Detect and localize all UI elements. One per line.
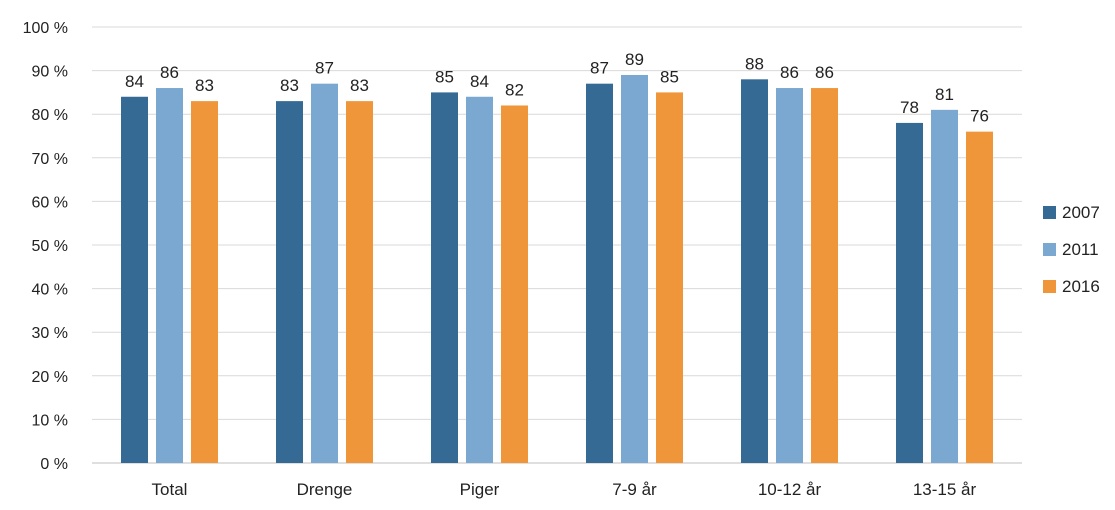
y-tick-label: 10 %: [32, 412, 68, 429]
bar-2016: [346, 101, 373, 464]
bar-2011: [311, 83, 338, 464]
data-label: 89: [625, 50, 644, 69]
data-label: 85: [660, 67, 679, 86]
x-axis-categories: Total Drenge Piger 7-9 år 10-12 år 13-15 år: [152, 480, 977, 499]
data-label: 83: [280, 76, 299, 95]
y-tick-label: 60 %: [32, 194, 68, 211]
data-label: 78: [900, 98, 919, 117]
y-tick-label: 30 %: [32, 325, 68, 342]
y-tick-label: 20 %: [32, 369, 68, 386]
y-tick-label: 50 %: [32, 238, 68, 255]
data-label: 83: [350, 76, 369, 95]
y-tick-label: 40 %: [32, 282, 68, 299]
data-label: 84: [125, 72, 144, 91]
bar-2007: [121, 96, 148, 463]
bar-2011: [156, 88, 183, 463]
legend-swatch-2016: [1043, 280, 1056, 293]
data-label: 81: [935, 85, 954, 104]
data-labels: 84 86 83 83 87 83 85 84 82 87 89 85 88 86 86 78 81 76: [125, 50, 989, 126]
data-label: 85: [435, 67, 454, 86]
legend-swatch-2007: [1043, 206, 1056, 219]
y-axis-ticks: 0 % 10 % 20 % 30 % 40 % 50 % 60 % 70 % 80 % 90 % 1…: [23, 20, 68, 473]
y-tick-label: 90 %: [32, 64, 68, 81]
data-label: 83: [195, 76, 214, 95]
gridlines: [92, 26, 1022, 464]
y-tick-label: 70 %: [32, 151, 68, 168]
bars: [121, 74, 993, 464]
bar-2016: [501, 105, 528, 463]
bar-2016: [966, 131, 993, 463]
x-category-label: Piger: [460, 480, 500, 499]
data-label: 86: [780, 63, 799, 82]
legend: 2007 2011 2016: [1043, 203, 1100, 296]
bar-2011: [931, 109, 958, 463]
legend-label: 2016: [1062, 277, 1100, 296]
bar-2007: [276, 101, 303, 464]
data-label: 76: [970, 107, 989, 126]
x-category-label: Drenge: [297, 480, 353, 499]
data-label: 88: [745, 54, 764, 73]
x-category-label: 10-12 år: [758, 480, 822, 499]
bar-2011: [466, 96, 493, 463]
y-tick-label: 100 %: [23, 20, 68, 37]
bar-2007: [431, 92, 458, 464]
bar-2016: [811, 88, 838, 463]
y-tick-label: 0 %: [40, 456, 68, 473]
data-label: 87: [315, 59, 334, 78]
x-category-label: 7-9 år: [612, 480, 657, 499]
data-label: 86: [160, 63, 179, 82]
bar-2007: [586, 83, 613, 464]
bar-2016: [191, 101, 218, 464]
x-category-label: Total: [152, 480, 188, 499]
data-label: 82: [505, 80, 524, 99]
legend-swatch-2011: [1043, 243, 1056, 256]
x-category-label: 13-15 år: [913, 480, 977, 499]
bar-2011: [621, 74, 648, 464]
bar-2011: [776, 88, 803, 463]
data-label: 87: [590, 59, 609, 78]
bar-2007: [896, 122, 923, 464]
legend-label: 2011: [1062, 240, 1099, 259]
data-label: 84: [470, 72, 489, 91]
bar-2016: [656, 92, 683, 464]
legend-label: 2007: [1062, 203, 1100, 222]
y-tick-label: 80 %: [32, 107, 68, 124]
data-label: 86: [815, 63, 834, 82]
bar-2007: [741, 79, 768, 463]
